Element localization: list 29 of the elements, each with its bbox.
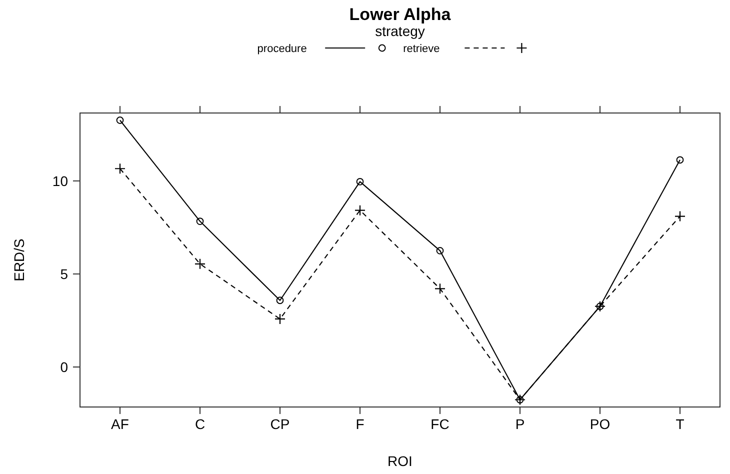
point bbox=[434, 283, 446, 294]
legend-label: retrieve bbox=[403, 43, 440, 55]
x-tick-label: PO bbox=[590, 416, 610, 432]
x-tick-label: CP bbox=[270, 416, 290, 432]
x-tick-label: P bbox=[515, 416, 525, 432]
x-tick-label: T bbox=[676, 416, 685, 432]
point bbox=[194, 258, 206, 270]
point bbox=[356, 178, 364, 186]
point bbox=[274, 313, 286, 325]
x-tick-label: AF bbox=[111, 416, 129, 432]
point bbox=[276, 296, 284, 304]
x-axis-title: ROI bbox=[388, 453, 412, 469]
x-tick-label: FC bbox=[430, 416, 450, 432]
point bbox=[196, 218, 204, 225]
point bbox=[674, 210, 686, 222]
y-tick-label: 5 bbox=[60, 266, 68, 282]
y-tick-label: 0 bbox=[60, 358, 68, 375]
point bbox=[436, 246, 444, 254]
x-tick-label: F bbox=[356, 416, 364, 432]
point bbox=[114, 163, 126, 174]
legend-label: procedure bbox=[257, 43, 307, 55]
point bbox=[676, 156, 684, 164]
y-tick-label: 10 bbox=[52, 172, 68, 189]
y-axis-title: ERD/S bbox=[11, 238, 27, 282]
legend-title: strategy bbox=[375, 23, 425, 39]
point bbox=[354, 204, 366, 216]
point bbox=[116, 116, 124, 124]
x-tick-label: C bbox=[194, 416, 206, 432]
chart-title: Lower Alpha bbox=[349, 5, 452, 24]
